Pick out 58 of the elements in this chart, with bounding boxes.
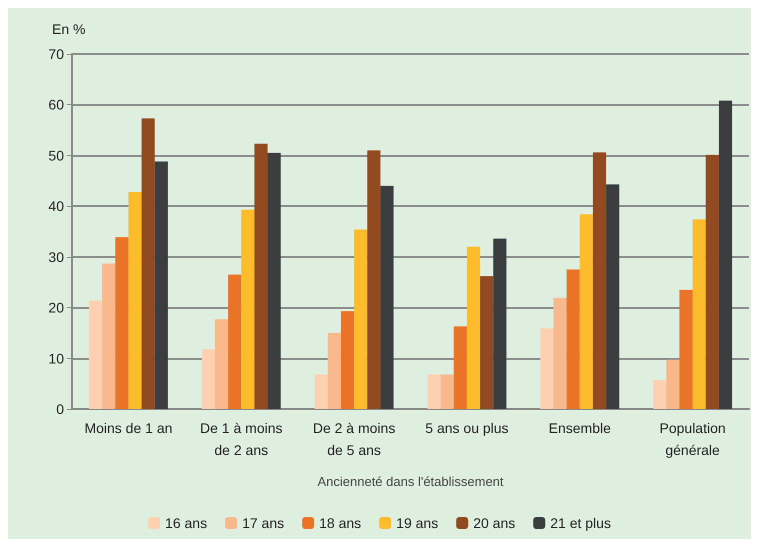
x-axis-title: Ancienneté dans l'établissement: [317, 474, 504, 489]
y-tick-label: 30: [48, 248, 64, 265]
x-tick-label: De 2 à moins de 5 ans: [312, 420, 396, 458]
bar: [88, 300, 102, 409]
bar: [706, 154, 719, 409]
bar: [380, 186, 394, 409]
x-tick-label: De 1 à moins de 2 ans: [200, 420, 282, 458]
y-tick-label: 20: [48, 300, 64, 316]
bar: [592, 152, 606, 409]
legend-label: 19 ans: [396, 515, 438, 531]
y-axis-title: En %: [52, 21, 86, 37]
bar: [367, 150, 380, 409]
bar: [115, 237, 128, 409]
y-tick-label: 70: [48, 46, 64, 62]
bar: [102, 263, 116, 409]
y-tick-label: 50: [48, 147, 64, 164]
bar: [679, 290, 693, 409]
bar: [154, 162, 168, 409]
bar: [553, 298, 567, 409]
y-tick-label: 60: [48, 96, 64, 113]
bar: [128, 192, 142, 409]
bar: [653, 380, 666, 409]
bar: [254, 144, 268, 409]
bar: [493, 238, 506, 409]
x-tick-label: Population générale: [659, 420, 726, 458]
bar: [228, 274, 242, 409]
bar: [692, 219, 706, 409]
bar: [354, 229, 368, 409]
bar: [440, 374, 454, 409]
bar: [666, 360, 680, 409]
bar: [214, 319, 228, 409]
bar: [480, 276, 494, 409]
bar: [202, 349, 215, 409]
legend-label: 17 ans: [242, 515, 284, 531]
legend-label: 16 ans: [165, 515, 208, 531]
bar: [580, 214, 593, 409]
bar: [718, 100, 732, 409]
bar: [540, 328, 554, 409]
bar: [454, 326, 467, 409]
legend-label: 21 et plus: [550, 515, 611, 531]
bar: [606, 184, 620, 409]
legend-label: 20 ans: [473, 515, 516, 531]
x-tick-label: Moins de 1 an: [84, 420, 172, 436]
x-tick-label: 5 ans ou plus: [425, 420, 509, 436]
bar: [566, 270, 580, 409]
y-tick-label: 0: [56, 401, 64, 417]
bar: [314, 374, 328, 409]
bar: [268, 152, 281, 409]
bar: [241, 210, 254, 409]
bar: [466, 246, 480, 409]
y-tick-label: 40: [48, 198, 64, 214]
bar: [427, 374, 441, 409]
y-tick-label: 10: [48, 350, 64, 366]
bar: [328, 332, 341, 409]
bar: [340, 311, 354, 409]
legend-label: 18 ans: [319, 515, 362, 531]
x-tick-label: Ensemble: [548, 420, 612, 436]
bar: [142, 118, 155, 409]
